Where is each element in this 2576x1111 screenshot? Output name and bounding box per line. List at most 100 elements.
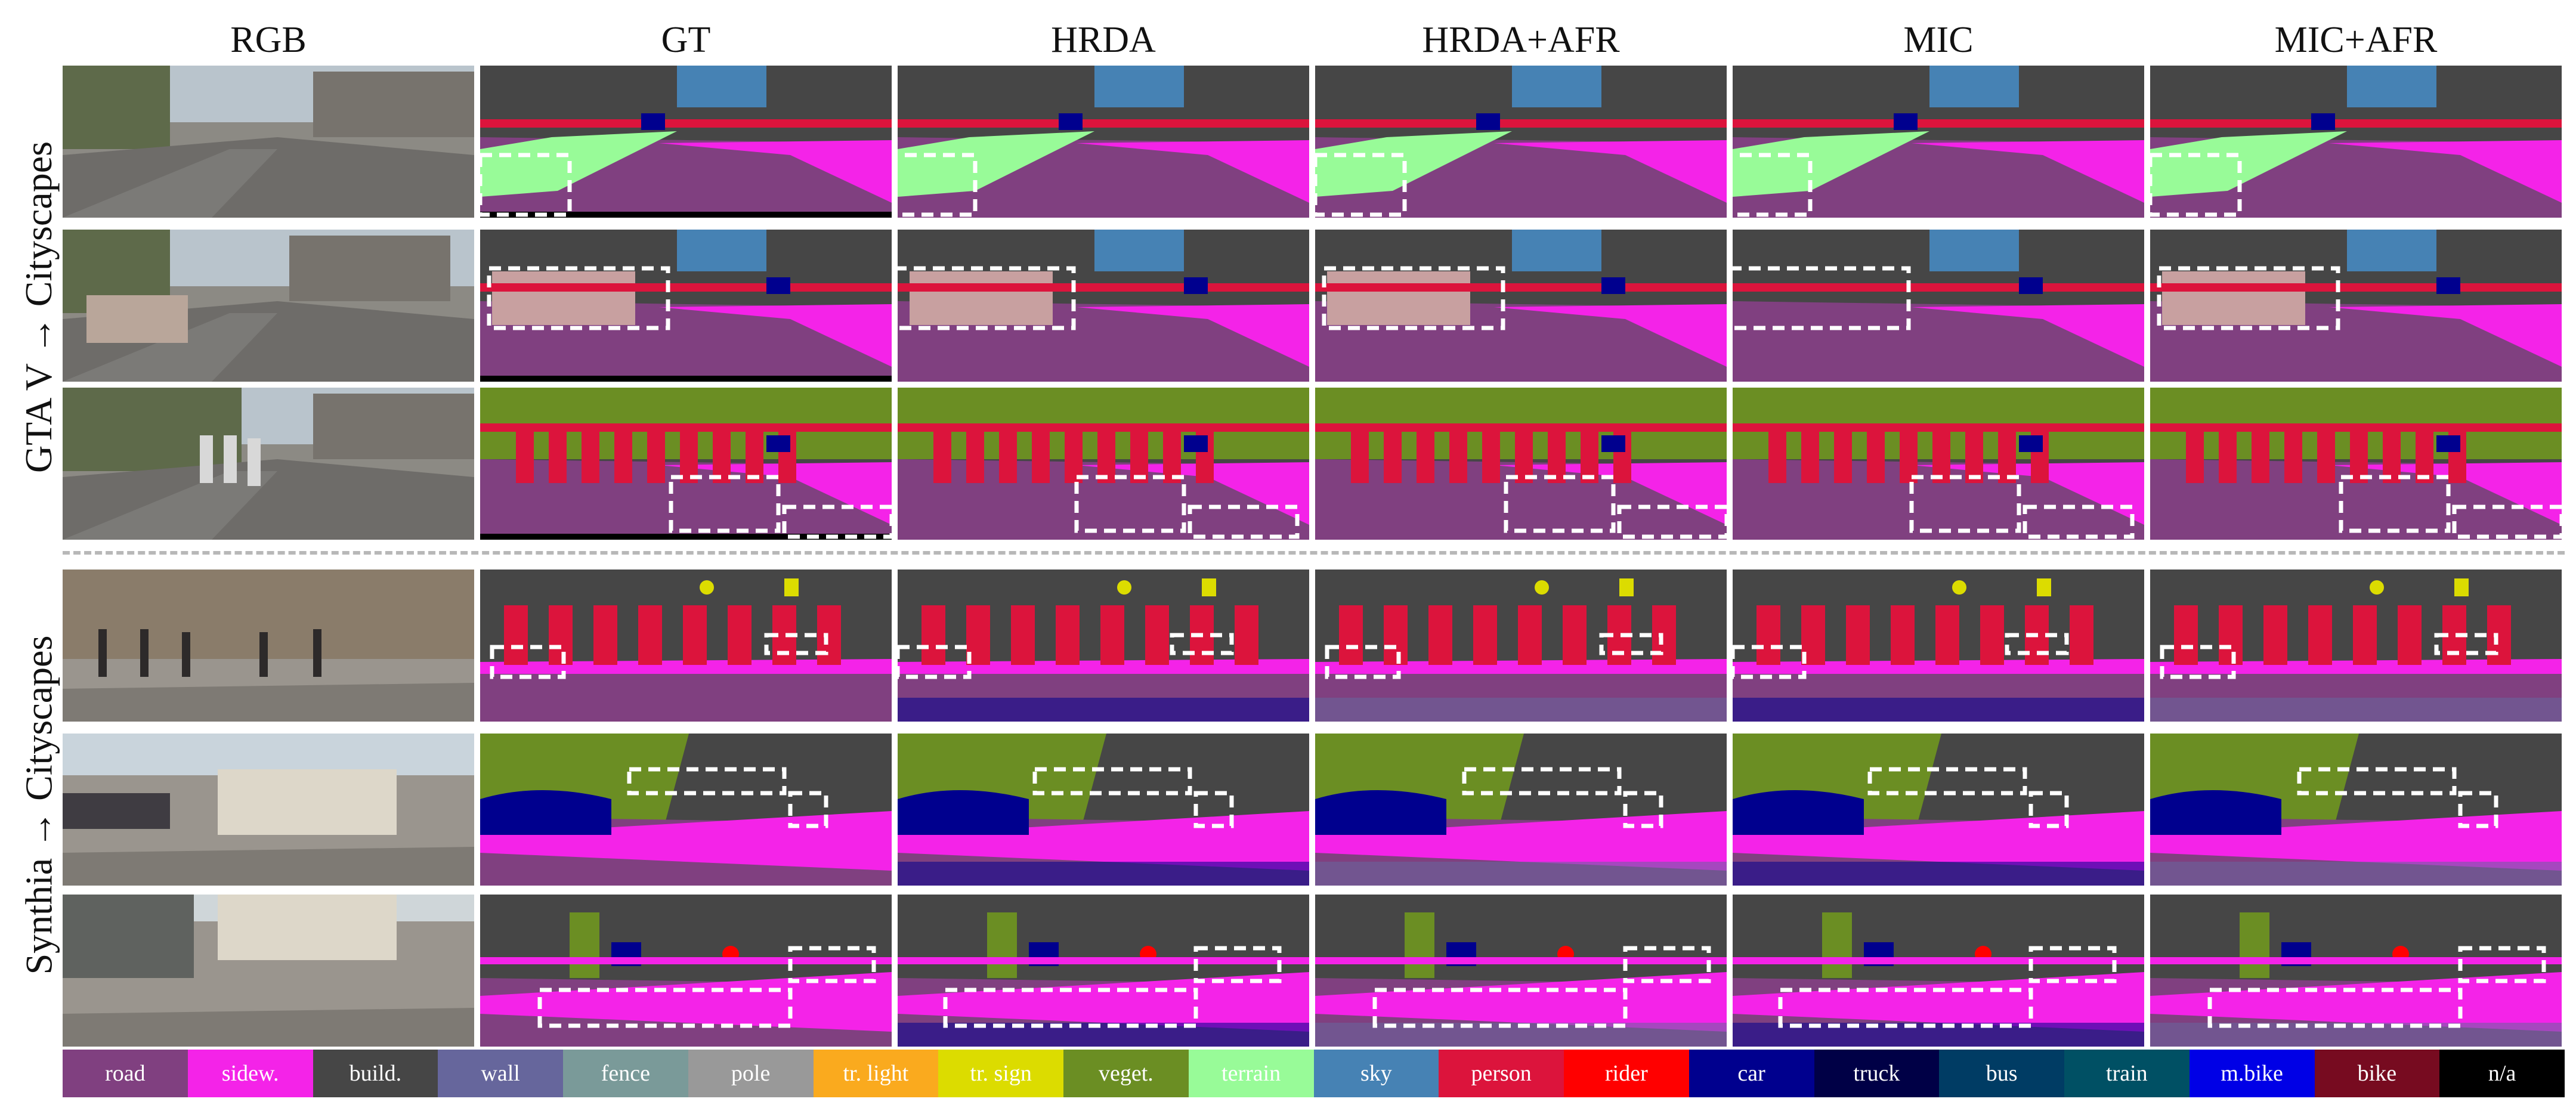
panel-row3-hrda — [898, 388, 1309, 540]
panel-row4-hrda — [898, 570, 1309, 722]
column-header-hrda-afr: HRDA+AFR — [1422, 20, 1620, 60]
segmentation-map — [1315, 734, 1727, 886]
segmentation-map — [1315, 895, 1727, 1047]
rgb-image — [63, 570, 474, 722]
segmentation-map — [2150, 66, 2562, 218]
segmentation-map — [1315, 230, 1727, 382]
segmentation-map — [480, 570, 892, 722]
panel-row2-mic-afr — [2150, 230, 2562, 382]
row-group-label-gta-text: GTA V → Cityscapes — [17, 141, 60, 474]
panel-row1-rgb — [63, 66, 474, 218]
segmentation-map — [1733, 388, 2144, 540]
segmentation-map — [898, 734, 1309, 886]
legend-item: fence — [563, 1050, 688, 1097]
panel-row4-rgb — [63, 570, 474, 722]
legend-item: m.bike — [2189, 1050, 2315, 1097]
segmentation-map — [1315, 66, 1727, 218]
segmentation-map — [1733, 230, 2144, 382]
class-legend: road sidew. build. wall fence pole tr. l… — [63, 1050, 2565, 1097]
segmentation-map — [1733, 66, 2144, 218]
panel-row2-gt — [480, 230, 892, 382]
legend-item: sky — [1313, 1050, 1439, 1097]
column-header-gt: GT — [661, 20, 711, 60]
column-header-hrda: HRDA — [1051, 20, 1156, 60]
panel-row2-mic — [1733, 230, 2144, 382]
panel-row1-mic-afr — [2150, 66, 2562, 218]
panel-row5-rgb — [63, 734, 474, 886]
panel-row4-hrda-afr — [1315, 570, 1727, 722]
panel-row4-mic — [1733, 570, 2144, 722]
panel-row6-mic-afr — [2150, 895, 2562, 1047]
group-divider — [63, 551, 2565, 555]
panel-row5-gt — [480, 734, 892, 886]
legend-item: truck — [1814, 1050, 1940, 1097]
legend-item: n/a — [2439, 1050, 2565, 1097]
panel-row5-mic — [1733, 734, 2144, 886]
segmentation-map — [1733, 895, 2144, 1047]
legend-item: veget. — [1063, 1050, 1189, 1097]
segmentation-map — [2150, 570, 2562, 722]
panel-row6-hrda — [898, 895, 1309, 1047]
rgb-image — [63, 734, 474, 886]
panel-row3-mic — [1733, 388, 2144, 540]
legend-item: build. — [313, 1050, 438, 1097]
legend-item: person — [1439, 1050, 1564, 1097]
legend-item: pole — [688, 1050, 814, 1097]
segmentation-map — [480, 230, 892, 382]
panel-row5-hrda — [898, 734, 1309, 886]
column-header-rgb: RGB — [230, 20, 307, 60]
segmentation-map — [2150, 734, 2562, 886]
segmentation-map — [2150, 230, 2562, 382]
rgb-image — [63, 66, 474, 218]
segmentation-map — [480, 734, 892, 886]
panel-row1-gt — [480, 66, 892, 218]
panel-row4-mic-afr — [2150, 570, 2562, 722]
rgb-image — [63, 230, 474, 382]
legend-item: bike — [2314, 1050, 2440, 1097]
panel-row5-mic-afr — [2150, 734, 2562, 886]
panel-row6-gt — [480, 895, 892, 1047]
segmentation-map — [898, 66, 1309, 218]
panel-row6-rgb — [63, 895, 474, 1047]
segmentation-map — [480, 895, 892, 1047]
segmentation-map — [2150, 895, 2562, 1047]
legend-item: bus — [1939, 1050, 2064, 1097]
panel-row3-hrda-afr — [1315, 388, 1727, 540]
column-header-mic: MIC — [1903, 20, 1974, 60]
legend-item: train — [2064, 1050, 2190, 1097]
panel-row6-hrda-afr — [1315, 895, 1727, 1047]
legend-item: rider — [1564, 1050, 1689, 1097]
legend-item: tr. sign — [938, 1050, 1063, 1097]
panel-row3-gt — [480, 388, 892, 540]
panel-row2-hrda-afr — [1315, 230, 1727, 382]
panel-row6-mic — [1733, 895, 2144, 1047]
panel-row1-mic — [1733, 66, 2144, 218]
segmentation-map — [898, 570, 1309, 722]
legend-item: tr. light — [813, 1050, 939, 1097]
rgb-image — [63, 895, 474, 1047]
segmentation-map — [1315, 388, 1727, 540]
legend-item: sidew. — [187, 1050, 313, 1097]
segmentation-map — [898, 388, 1309, 540]
panel-row1-hrda-afr — [1315, 66, 1727, 218]
panel-row4-gt — [480, 570, 892, 722]
panel-row3-mic-afr — [2150, 388, 2562, 540]
panel-row3-rgb — [63, 388, 474, 540]
segmentation-map — [898, 895, 1309, 1047]
panel-row2-rgb — [63, 230, 474, 382]
segmentation-map — [1733, 734, 2144, 886]
segmentation-map — [1733, 570, 2144, 722]
row-group-label-synthia-text: Synthia → Cityscapes — [17, 635, 60, 975]
segmentation-map — [480, 66, 892, 218]
legend-item: car — [1689, 1050, 1814, 1097]
panel-row2-hrda — [898, 230, 1309, 382]
segmentation-map — [2150, 388, 2562, 540]
panel-row5-hrda-afr — [1315, 734, 1727, 886]
legend-item: wall — [438, 1050, 563, 1097]
legend-item: terrain — [1188, 1050, 1314, 1097]
segmentation-map — [1315, 570, 1727, 722]
segmentation-map — [898, 230, 1309, 382]
rgb-image — [63, 388, 474, 540]
legend-item: road — [63, 1050, 188, 1097]
segmentation-map — [480, 388, 892, 540]
